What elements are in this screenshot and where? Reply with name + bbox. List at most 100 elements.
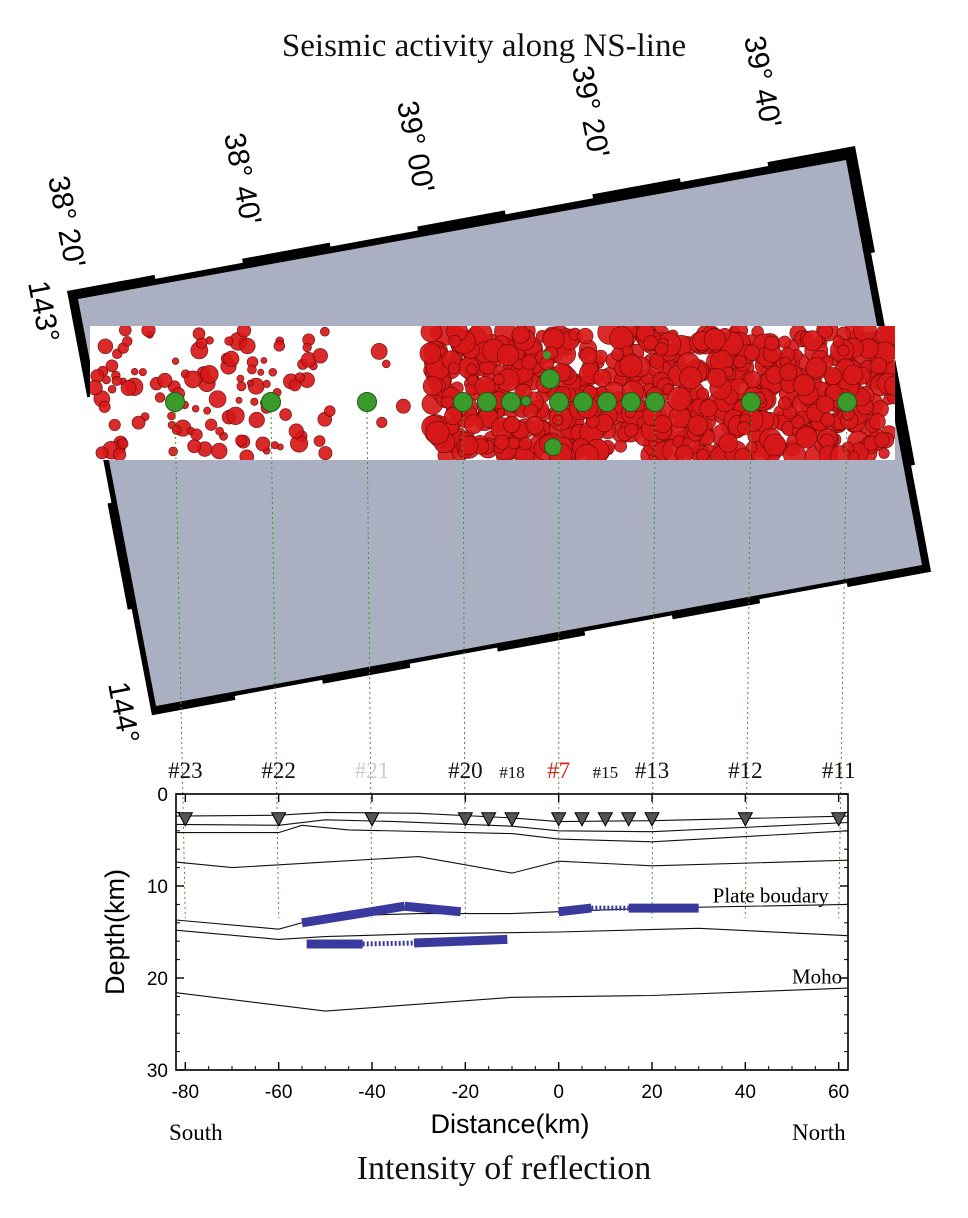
- earthquake-circle: [496, 344, 519, 367]
- earthquake-circle: [250, 397, 259, 406]
- x-tick-label: 40: [735, 1082, 756, 1103]
- earthquake-circle: [224, 336, 234, 346]
- station-dot: [520, 395, 532, 407]
- lat-label-39-00: 39° 00': [390, 98, 440, 195]
- station-label: #20: [448, 758, 483, 783]
- earthquake-circle: [574, 443, 599, 460]
- earthquake-circle: [184, 370, 202, 389]
- earthquake-circle: [138, 368, 147, 377]
- earthquake-circle: [313, 435, 326, 447]
- south-label: South: [169, 1120, 223, 1145]
- earthquake-circle: [167, 411, 176, 421]
- earthquake-circle: [802, 330, 823, 351]
- earthquake-circle: [395, 398, 411, 414]
- plot-annotation: Moho: [792, 965, 842, 989]
- earthquake-circle: [817, 326, 833, 339]
- station-triangle: [644, 812, 660, 827]
- station-dot: [357, 392, 377, 412]
- earthquake-circle: [276, 443, 284, 451]
- station-dot: [549, 392, 569, 412]
- earthquake-circle: [492, 373, 505, 386]
- station-triangle: [550, 812, 567, 827]
- guide-line: [270, 411, 280, 919]
- station-dot: [261, 392, 281, 412]
- figure-caption: Intensity of reflection: [356, 1150, 652, 1187]
- x-tick-label: 60: [828, 1082, 849, 1103]
- earthquake-circle: [288, 423, 304, 439]
- station-triangle: [480, 812, 497, 827]
- earthquake-circle: [420, 326, 442, 343]
- earthquake-circle: [215, 426, 224, 436]
- earthquake-circle: [187, 439, 202, 454]
- station-dot: [645, 392, 665, 412]
- earthquake-circle: [805, 357, 827, 379]
- earthquake-circle: [324, 405, 336, 417]
- station-triangle: [830, 812, 847, 827]
- station-label: #22: [261, 758, 296, 783]
- earthquake-circle: [370, 342, 388, 360]
- lon-label-144: 144°: [101, 679, 145, 746]
- earthquake-circle: [764, 335, 780, 351]
- earthquake-circle: [795, 426, 818, 449]
- station-dot: [573, 392, 593, 412]
- earthquake-circle: [447, 362, 460, 375]
- earthquake-circle: [235, 434, 248, 447]
- earthquake-circle: [511, 326, 530, 344]
- reflector-segment: [413, 934, 508, 948]
- earthquake-circle: [816, 395, 835, 414]
- earthquake-circle: [376, 416, 388, 428]
- earthquake-circle: [703, 328, 726, 351]
- lat-label-38-20: 38° 20': [41, 173, 91, 270]
- earthquake-circle: [791, 415, 805, 429]
- earthquake-circle: [312, 348, 328, 364]
- earthquake-circle: [108, 418, 121, 432]
- reflector-segment: [301, 901, 406, 928]
- earthquake-circle: [223, 350, 240, 367]
- x-tick-label: -20: [452, 1082, 479, 1103]
- frame-scale-segment: [679, 158, 769, 183]
- earthquake-circle: [696, 448, 710, 460]
- earthquake-circle: [211, 442, 228, 460]
- x-tick-label: 0: [553, 1082, 564, 1103]
- earthquake-circle: [507, 436, 521, 450]
- earthquake-circle: [667, 386, 692, 411]
- earthquake-circle: [262, 379, 271, 389]
- y-tick-label: 20: [147, 969, 168, 990]
- earthquake-circle: [208, 390, 227, 408]
- station-triangle: [457, 812, 474, 827]
- north-label: North: [792, 1120, 846, 1145]
- station-label: #21: [355, 758, 390, 783]
- earthquake-circle: [743, 344, 761, 361]
- layer-boundary: [176, 824, 848, 843]
- plot-annotation: Plate boudary: [713, 884, 830, 908]
- reflector-segment: [404, 901, 462, 917]
- station-dot: [597, 392, 617, 412]
- station-dot: [621, 392, 641, 412]
- earthquake-circle: [793, 374, 816, 397]
- layer-boundary: [176, 903, 848, 930]
- station-dot: [453, 392, 473, 412]
- map-panel: [67, 146, 939, 717]
- frame-scale-segment: [409, 647, 499, 672]
- x-axis-label: Distance(km): [430, 1109, 589, 1139]
- guide-line: [744, 411, 752, 919]
- station-triangle: [364, 812, 380, 827]
- earthquake-circle: [696, 387, 710, 401]
- frame-scale-segment: [504, 190, 594, 215]
- station-label: #13: [635, 758, 670, 783]
- earthquake-circle: [320, 326, 330, 337]
- frame-scale-segment: [153, 254, 243, 279]
- earthquake-circle: [687, 415, 708, 436]
- earthquake-circle: [112, 447, 127, 460]
- x-tick-label: -80: [172, 1082, 199, 1103]
- earthquake-circle: [318, 446, 333, 460]
- axis-ticks: [176, 793, 848, 1071]
- earthquake-circle: [823, 367, 843, 386]
- earthquake-circle: [778, 335, 792, 349]
- earthquake-circle: [236, 381, 247, 392]
- earthquake-circle: [117, 438, 129, 450]
- earthquake-circle: [733, 354, 747, 369]
- map-frame-ticks: [83, 158, 939, 717]
- earthquake-circle: [101, 375, 111, 385]
